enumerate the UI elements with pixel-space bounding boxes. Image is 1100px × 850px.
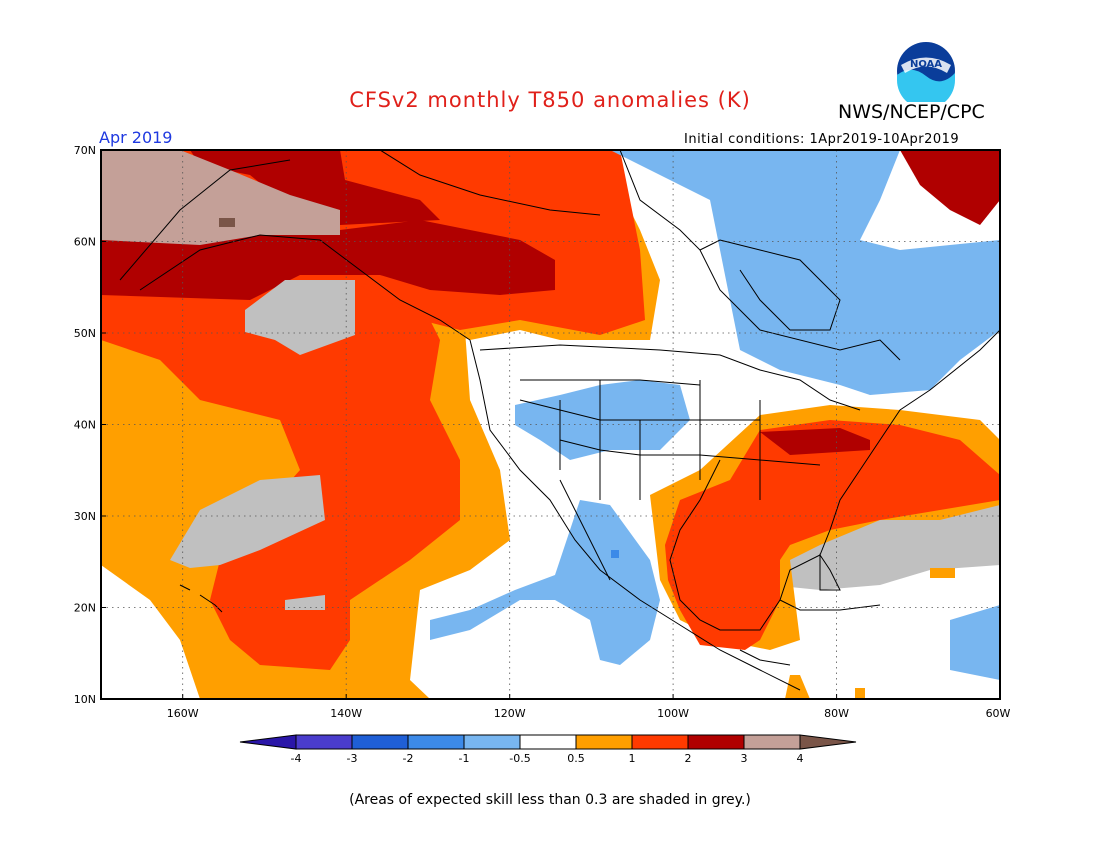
colorbar-swatch xyxy=(351,734,409,750)
colorbar-swatch xyxy=(407,734,465,750)
anomaly-region-pacific-red xyxy=(101,260,460,670)
lon-label: 100W xyxy=(657,707,689,720)
colorbar-tick-label: -1 xyxy=(459,752,470,765)
skill-note: (Areas of expected skill less than 0.3 a… xyxy=(349,792,751,808)
colorbar-tick-label: -4 xyxy=(291,752,302,765)
lon-label: 160W xyxy=(167,707,199,720)
lat-label: 40N xyxy=(74,419,96,432)
lon-label: 60W xyxy=(986,707,1011,720)
colorbar-arrow-high xyxy=(799,734,857,750)
lon-axis: 160W 140W 120W 100W 80W 60W xyxy=(167,707,1011,720)
noaa-logo: NOAA xyxy=(897,42,955,102)
colorbar-tick-label: 2 xyxy=(685,752,692,765)
colorbar: -4 -3 -2 -1 -0.5 0.5 1 2 3 4 xyxy=(239,734,857,765)
anomaly-region-eastus-red xyxy=(665,420,1000,650)
map-title: CFSv2 monthly T850 anomalies (K) xyxy=(349,88,751,112)
forecast-period: Apr 2019 xyxy=(99,128,173,147)
colorbar-tick-label: -3 xyxy=(347,752,358,765)
lon-label: 80W xyxy=(824,707,849,720)
colorbar-swatch xyxy=(631,734,689,750)
low-skill-grey-pacific xyxy=(245,280,355,355)
colorbar-tick-label: 3 xyxy=(741,752,748,765)
colorbar-swatch xyxy=(575,734,633,750)
initial-conditions: Initial conditions: 1Apr2019-10Apr2019 xyxy=(684,132,960,147)
lat-label: 70N xyxy=(74,144,96,157)
colorbar-tick-label: 4 xyxy=(797,752,804,765)
lon-label: 140W xyxy=(330,707,362,720)
colorbar-swatch xyxy=(295,734,353,750)
lat-label: 20N xyxy=(74,602,96,615)
colorbar-tick-label: -2 xyxy=(403,752,414,765)
colorbar-tick-label: -0.5 xyxy=(509,752,530,765)
colorbar-swatch xyxy=(463,734,521,750)
colorbar-tick-label: 0.5 xyxy=(567,752,585,765)
svg-text:NOAA: NOAA xyxy=(910,59,942,70)
agency-label: NWS/NCEP/CPC xyxy=(838,101,985,123)
lat-axis: 70N 60N 50N 40N 30N 20N 10N xyxy=(74,144,96,706)
lat-label: 50N xyxy=(74,327,96,340)
colorbar-swatch xyxy=(687,734,745,750)
lat-label: 60N xyxy=(74,236,96,249)
anomaly-region-canada-blue xyxy=(610,150,1000,395)
colorbar-swatch xyxy=(519,734,577,750)
colorbar-tick-label: 1 xyxy=(629,752,636,765)
anomaly-region-mexico-blue xyxy=(430,500,660,665)
lat-label: 30N xyxy=(74,510,96,523)
colorbar-arrow-low xyxy=(239,734,297,750)
colorbar-swatch xyxy=(743,734,801,750)
lat-label: 10N xyxy=(74,693,96,706)
gridlines xyxy=(101,150,1000,699)
anomaly-region-alaska-brown xyxy=(101,150,340,245)
lon-label: 120W xyxy=(494,707,526,720)
